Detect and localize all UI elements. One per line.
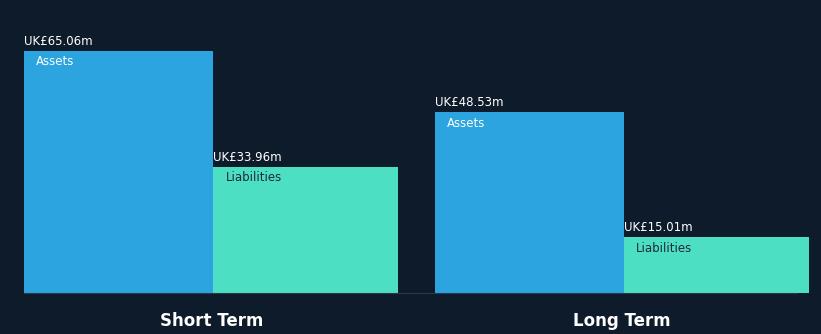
- Text: UK£33.96m: UK£33.96m: [213, 151, 282, 164]
- Text: Long Term: Long Term: [573, 312, 671, 330]
- Text: UK£65.06m: UK£65.06m: [25, 35, 93, 48]
- Text: Short Term: Short Term: [159, 312, 263, 330]
- Bar: [434, 113, 624, 293]
- Bar: [213, 167, 398, 293]
- Bar: [624, 237, 809, 293]
- Text: Assets: Assets: [36, 55, 75, 68]
- Text: UK£15.01m: UK£15.01m: [624, 221, 692, 234]
- Text: Liabilities: Liabilities: [635, 242, 692, 255]
- Text: UK£48.53m: UK£48.53m: [434, 97, 503, 110]
- Text: Liabilities: Liabilities: [226, 171, 282, 184]
- Bar: [25, 51, 213, 293]
- Text: Assets: Assets: [447, 117, 485, 130]
